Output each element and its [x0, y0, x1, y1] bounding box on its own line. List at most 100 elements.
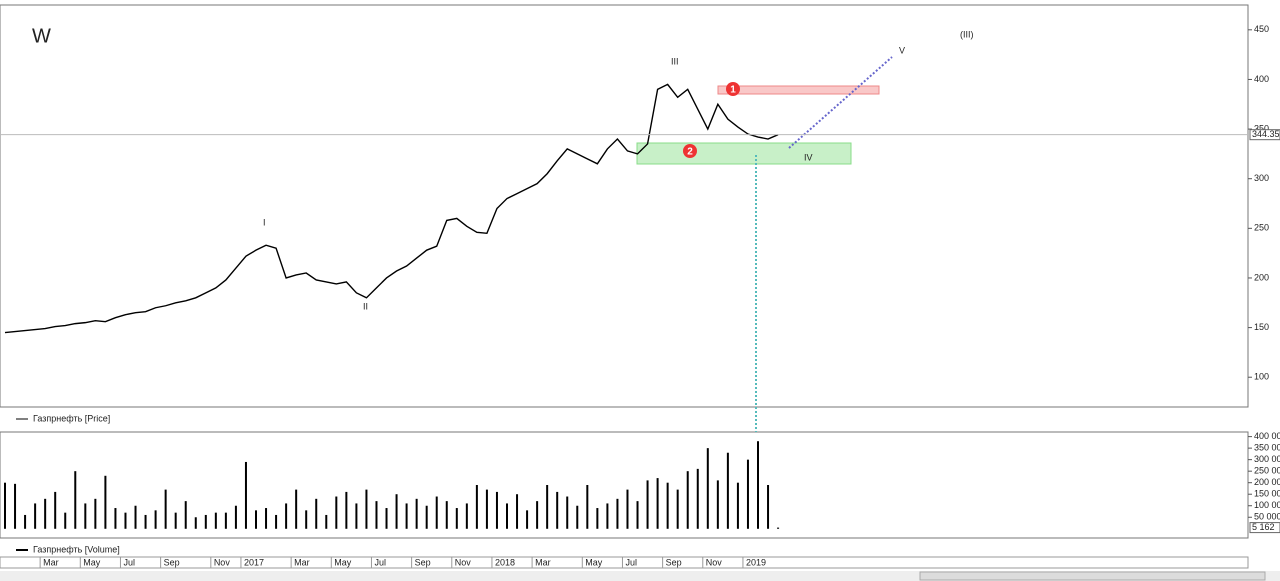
y-tick-label: 200 000 [1254, 477, 1280, 487]
x-tick-label: Jul [123, 557, 135, 567]
marker-label: 1 [730, 85, 736, 96]
volume-bar [746, 459, 749, 529]
volume-bar [606, 503, 609, 529]
x-tick-label: 2017 [244, 557, 264, 567]
volume-bar [315, 498, 318, 529]
wave-label: IV [804, 152, 813, 162]
x-tick-label: Nov [455, 557, 472, 567]
volume-bar [255, 510, 257, 529]
x-tick-label: Jul [625, 557, 637, 567]
volume-bar [74, 471, 77, 529]
volume-bar [44, 498, 47, 529]
x-tick-label: Mar [43, 557, 59, 567]
volume-bar [516, 494, 519, 529]
wave-label: (III) [960, 29, 974, 39]
y-tick-label: 300 [1254, 173, 1269, 183]
volume-bar [526, 510, 529, 529]
volume-bar [546, 485, 549, 529]
volume-bar [586, 485, 589, 529]
volume-bar [757, 441, 759, 529]
marker-label: 2 [687, 147, 693, 158]
scrollbar[interactable] [0, 571, 1280, 581]
wave-label: II [363, 301, 368, 311]
y-tick-label: 350 000 [1254, 443, 1280, 453]
volume-bar [224, 512, 227, 529]
volume-bar [716, 480, 719, 529]
volume-bar [244, 461, 247, 529]
volume-bar [495, 491, 498, 529]
marker [726, 82, 740, 96]
y-tick-label: 300 000 [1254, 454, 1280, 464]
resistance-zone [717, 85, 880, 95]
volume-bar [4, 482, 6, 529]
volume-bar [455, 508, 458, 529]
last-volume-label: 5 162 [1252, 522, 1275, 532]
volume-bar [24, 514, 27, 529]
x-tick-label: Sep [415, 557, 431, 567]
volume-bar [666, 482, 669, 529]
volume-bar [355, 503, 358, 529]
support-zone [636, 142, 852, 165]
volume-bar [405, 503, 408, 529]
x-tick-label: May [585, 557, 603, 567]
last-price-label: 344.35 [1252, 129, 1280, 139]
volume-bar [435, 496, 438, 529]
volume-bar [445, 501, 448, 529]
volume-bar [285, 503, 288, 529]
volume-bar [556, 491, 559, 529]
volume-bar [385, 508, 388, 529]
volume-bar [576, 505, 579, 529]
y-tick-label: 250 000 [1254, 466, 1280, 476]
y-tick-label: 350 [1254, 123, 1269, 133]
volume-bar [566, 496, 569, 529]
volume-bar [84, 503, 87, 529]
wave-label: III [671, 56, 679, 66]
y-tick-label: 400 [1254, 74, 1269, 84]
y-tick-label: 250 [1254, 223, 1269, 233]
x-tick-label: May [334, 557, 352, 567]
volume-bar [365, 489, 368, 529]
last-volume-box [1249, 522, 1280, 534]
volume-bar [646, 480, 649, 529]
marker [683, 144, 697, 158]
volume-bar [325, 514, 328, 529]
y-tick-label: 150 000 [1254, 489, 1280, 499]
volume-bar [335, 496, 338, 529]
y-tick-label: 50 000 [1254, 512, 1280, 522]
volume-bar [214, 512, 217, 529]
volume-bar [696, 468, 699, 529]
scroll-thumb[interactable] [919, 571, 1266, 581]
volume-bar [114, 508, 117, 529]
volume-bar [184, 501, 187, 529]
y-tick-label: 100 000 [1254, 500, 1280, 510]
volume-bar [425, 505, 428, 529]
volume-bar [124, 512, 127, 529]
y-tick-label: 450 [1254, 24, 1269, 34]
x-tick-label: Mar [535, 557, 551, 567]
volume-bar [134, 505, 137, 529]
x-tick-label: 2019 [746, 557, 766, 567]
x-tick-label: Sep [666, 557, 682, 567]
volume-bar [54, 491, 57, 529]
x-tick-label: Nov [214, 557, 231, 567]
volume-bar [777, 527, 780, 529]
volume-bar [64, 512, 67, 529]
volume-bar [736, 482, 739, 529]
x-tick-label: May [83, 557, 101, 567]
volume-bar [465, 503, 468, 529]
volume-bar [485, 489, 488, 529]
price-panel [0, 4, 1249, 408]
wave-label: V [899, 45, 905, 55]
chart-title: W [32, 25, 51, 47]
volume-bar [174, 512, 177, 529]
volume-bar [706, 448, 709, 529]
volume-bar [345, 491, 348, 529]
volume-bar [144, 514, 147, 529]
volume-bar [676, 489, 679, 529]
volume-bar [104, 475, 107, 529]
legend-entry: Газпрнефть [Price] [33, 413, 110, 423]
volume-bar [616, 498, 619, 529]
x-tick-label: Sep [164, 557, 180, 567]
volume-bar [656, 478, 659, 529]
